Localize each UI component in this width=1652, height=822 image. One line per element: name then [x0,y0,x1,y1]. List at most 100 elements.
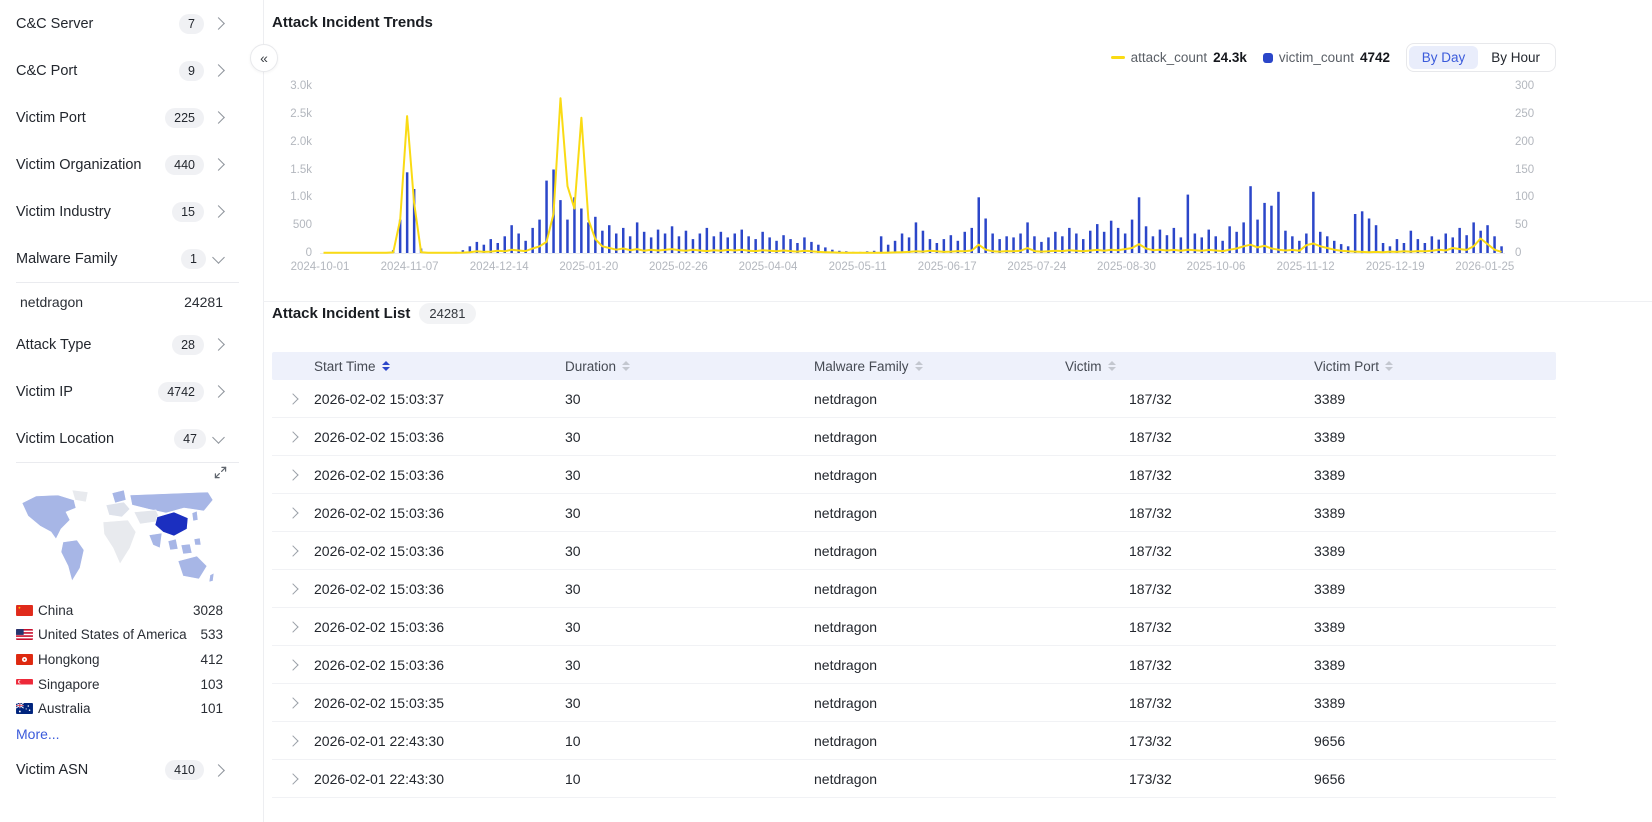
map-europe [105,501,131,518]
map-north-america [21,494,77,540]
y-axis-right-label: 200 [1515,135,1535,148]
incident-row[interactable]: 2026-02-02 15:03:36 30 netdragon 187/32 3389 [272,570,1556,608]
sidebar-item-victim-location[interactable]: Victim Location 47 [16,415,263,462]
incident-row[interactable]: 2026-02-01 22:43:30 10 netdragon 173/32 9656 [272,760,1556,798]
sort-icon[interactable] [1107,361,1116,371]
trend-chart-canvas[interactable] [263,78,1652,283]
cell-start-time: 2026-02-01 22:43:30 [314,770,444,787]
sidebar-item-victim-port[interactable]: Victim Port 225 [16,94,263,141]
collapse-sidebar-button[interactable]: « [250,44,278,72]
x-axis-label: 2025-08-30 [1097,261,1156,273]
chevron-down-icon [212,430,225,444]
sg-flag-icon [16,678,33,690]
chevron-right-icon [212,158,225,171]
sort-icon[interactable] [1385,361,1394,371]
sort-icon[interactable] [622,361,631,371]
column-header-start-time[interactable]: Start Time [314,359,565,374]
incident-row[interactable]: 2026-02-02 15:03:35 30 netdragon 187/32 3389 [272,684,1556,722]
incident-row[interactable]: 2026-02-02 15:03:36 30 netdragon 187/32 3389 [272,418,1556,456]
row-expand-icon[interactable] [287,430,299,443]
filter-label: Victim Port [16,109,86,126]
column-header-victim-port[interactable]: Victim Port [1314,359,1556,374]
victim-count-bar [1437,239,1440,253]
row-expand-icon[interactable] [287,734,299,747]
victim-count-bar [503,236,506,253]
more-countries-link[interactable]: More... [16,725,60,742]
legend-label: victim_count [1278,50,1354,65]
victim-count-bar [538,219,541,253]
victim-count-bar [1333,240,1336,253]
sort-icon[interactable] [381,361,390,371]
sort-icon[interactable] [914,361,923,371]
x-axis-label: 2024-11-07 [380,261,439,273]
victim-count-bar [1061,236,1064,253]
country-row-sg[interactable]: Singapore 103 [16,672,263,697]
legend-item-victim-count[interactable]: victim_count 4742 [1262,50,1390,65]
expand-map-icon[interactable] [214,466,227,484]
incident-row[interactable]: 2026-02-02 15:03:36 30 netdragon 187/32 3389 [272,532,1556,570]
column-header-duration[interactable]: Duration [565,359,814,374]
sidebar-item-cc-port[interactable]: C&C Port 9 [16,47,263,94]
attack-trend-chart[interactable]: 3.0k 2.5k 2.0k 1.5k 1.0k 500 0 300 250 200 150 100 5… [263,78,1652,283]
toggle-by-day[interactable]: By Day [1408,46,1479,69]
row-expand-icon[interactable] [287,506,299,519]
country-row-cn[interactable]: China 3028 [16,598,263,623]
incident-row[interactable]: 2026-02-02 15:03:36 30 netdragon 187/32 3389 [272,494,1556,532]
column-header-victim[interactable]: Victim [1065,359,1314,374]
victim-count-bar [1451,237,1454,253]
incident-row[interactable]: 2026-02-02 15:03:37 30 netdragon 187/32 3389 [272,380,1556,418]
sidebar-item-cc-server[interactable]: C&C Server 7 [16,0,263,47]
row-expand-cell [272,658,314,671]
victim-count-bar [775,240,778,253]
row-expand-cell [272,468,314,481]
victim-count-bar [1291,236,1294,253]
country-row-hk[interactable]: Hongkong 412 [16,647,263,672]
column-header-malware-family[interactable]: Malware Family [814,359,1065,374]
victim-count-bar [1096,224,1099,253]
row-expand-icon[interactable] [287,392,299,405]
victim-count-bar [824,247,827,253]
row-expand-cell [272,734,314,747]
row-expand-icon[interactable] [287,658,299,671]
cell-victim-port: 3389 [1314,466,1346,483]
cell-malware-family: netdragon [814,656,878,673]
cell-malware-family: netdragon [814,694,878,711]
incident-row[interactable]: 2026-02-02 15:03:36 30 netdragon 187/32 3389 [272,608,1556,646]
row-expand-icon[interactable] [287,544,299,557]
victim-location-world-map[interactable] [16,486,216,588]
incident-row[interactable]: 2026-02-01 22:43:30 10 netdragon 173/32 9656 [272,722,1556,760]
row-expand-icon[interactable] [287,772,299,785]
sidebar-item-victim-asn[interactable]: Victim ASN 410 [16,747,263,794]
map-russia [129,491,214,514]
toggle-by-hour[interactable]: By Hour [1491,50,1540,65]
row-expand-icon[interactable] [287,468,299,481]
cell-victim-port: 9656 [1314,732,1346,749]
victim-count-bar [942,239,946,253]
victim-count-bar [1444,233,1447,253]
victim-count-bar [1305,233,1308,253]
sidebar-item-victim-organization[interactable]: Victim Organization 440 [16,141,263,188]
cn-flag-icon [16,604,33,616]
country-row-au[interactable]: Australia 101 [16,696,263,721]
sidebar-item-victim-industry[interactable]: Victim Industry 15 [16,188,263,235]
filter-label: Victim IP [16,383,73,400]
victim-count-bar [928,239,932,253]
incident-row[interactable]: 2026-02-02 15:03:36 30 netdragon 187/32 3389 [272,456,1556,494]
incident-row[interactable]: 2026-02-02 15:03:36 30 netdragon 187/32 3389 [272,646,1556,684]
row-expand-icon[interactable] [287,582,299,595]
sidebar-item-malware-family[interactable]: Malware Family 1 [16,235,263,282]
chevron-right-icon [212,764,225,777]
sidebar-item-attack-type[interactable]: Attack Type 28 [16,321,263,368]
sidebar-item-victim-ip[interactable]: Victim IP 4742 [16,368,263,415]
row-expand-icon[interactable] [287,620,299,633]
victim-count-bar [803,237,806,253]
malware-family-item-netdragon[interactable]: netdragon 24281 [16,283,263,321]
victim-count-bar [1256,219,1259,253]
victim-count-bar [991,233,994,253]
country-row-us[interactable]: United States of America 533 [16,623,263,648]
legend-item-attack-count[interactable]: attack_count 24.3k [1110,50,1247,65]
row-expand-icon[interactable] [287,696,299,709]
victim-count-square-marker [1262,52,1273,63]
country-count: 101 [200,701,223,717]
victim-count-bar [1228,226,1231,253]
